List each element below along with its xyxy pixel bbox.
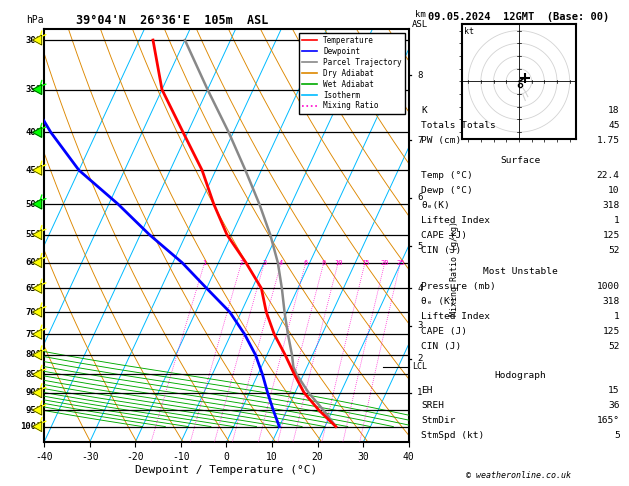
Text: 700: 700	[26, 308, 42, 316]
Text: 450: 450	[26, 166, 42, 175]
Text: StmSpd (kt): StmSpd (kt)	[421, 431, 485, 440]
Text: Mixing Ratio (g/kg): Mixing Ratio (g/kg)	[450, 221, 459, 316]
Text: 125: 125	[603, 327, 620, 336]
Text: 8: 8	[321, 260, 326, 265]
Text: 25: 25	[396, 260, 404, 265]
Text: 550: 550	[26, 230, 42, 239]
Text: 2: 2	[240, 260, 243, 265]
Polygon shape	[33, 388, 42, 398]
Text: 1: 1	[417, 388, 423, 397]
Text: 850: 850	[26, 370, 42, 379]
Text: Temp (°C): Temp (°C)	[421, 171, 473, 180]
Text: 45: 45	[608, 121, 620, 130]
Text: Lifted Index: Lifted Index	[421, 216, 491, 225]
Text: 7: 7	[417, 136, 423, 145]
Text: 600: 600	[26, 258, 42, 267]
Text: θₑ (K): θₑ (K)	[421, 297, 456, 306]
Text: StmDir: StmDir	[421, 416, 456, 425]
Text: hPa: hPa	[26, 15, 43, 25]
Text: 52: 52	[608, 246, 620, 255]
Polygon shape	[33, 35, 42, 45]
Text: Most Unstable: Most Unstable	[483, 267, 558, 276]
Text: 36: 36	[608, 401, 620, 410]
Text: CAPE (J): CAPE (J)	[421, 327, 467, 336]
Text: Totals Totals: Totals Totals	[421, 121, 496, 130]
Text: 52: 52	[608, 342, 620, 351]
Polygon shape	[33, 199, 42, 209]
Text: 650: 650	[26, 284, 42, 293]
Text: 3: 3	[417, 321, 423, 330]
Text: K: K	[421, 106, 427, 115]
Text: 20: 20	[381, 260, 389, 265]
Text: θₑ(K): θₑ(K)	[421, 201, 450, 210]
Polygon shape	[33, 85, 42, 94]
Text: CAPE (J): CAPE (J)	[421, 231, 467, 240]
Text: 8: 8	[417, 71, 423, 80]
Text: 15: 15	[608, 386, 620, 395]
Text: CIN (J): CIN (J)	[421, 342, 462, 351]
Text: 400: 400	[26, 128, 42, 137]
Text: 318: 318	[603, 201, 620, 210]
Text: © weatheronline.co.uk: © weatheronline.co.uk	[467, 471, 571, 480]
Text: 125: 125	[603, 231, 620, 240]
Polygon shape	[33, 369, 42, 380]
Text: km
ASL: km ASL	[412, 10, 428, 29]
Text: 950: 950	[26, 406, 42, 415]
Text: 6: 6	[417, 193, 423, 202]
Text: 4: 4	[279, 260, 283, 265]
Polygon shape	[33, 258, 42, 268]
Text: 318: 318	[603, 297, 620, 306]
Text: Dewp (°C): Dewp (°C)	[421, 186, 473, 195]
Text: SREH: SREH	[421, 401, 445, 410]
Text: Surface: Surface	[501, 156, 540, 165]
Polygon shape	[33, 405, 42, 415]
Text: 1: 1	[203, 260, 207, 265]
Text: 350: 350	[26, 85, 42, 94]
Text: PW (cm): PW (cm)	[421, 136, 462, 145]
Polygon shape	[33, 165, 42, 175]
Polygon shape	[33, 127, 42, 138]
Polygon shape	[33, 422, 42, 432]
Text: 22.4: 22.4	[596, 171, 620, 180]
Text: 1000: 1000	[596, 282, 620, 291]
Text: 3: 3	[262, 260, 267, 265]
Text: 1: 1	[614, 312, 620, 321]
Text: 5: 5	[614, 431, 620, 440]
Text: 10: 10	[608, 186, 620, 195]
Text: Hodograph: Hodograph	[494, 371, 547, 380]
Text: EH: EH	[421, 386, 433, 395]
Text: 300: 300	[26, 35, 42, 45]
Text: 18: 18	[608, 106, 620, 115]
Text: 1.75: 1.75	[596, 136, 620, 145]
Text: 10: 10	[334, 260, 342, 265]
Polygon shape	[33, 230, 42, 240]
Text: 750: 750	[26, 330, 42, 339]
Text: 6: 6	[304, 260, 308, 265]
Polygon shape	[33, 330, 42, 339]
Title: 39°04'N  26°36'E  105m  ASL: 39°04'N 26°36'E 105m ASL	[75, 14, 268, 27]
Text: CIN (J): CIN (J)	[421, 246, 462, 255]
Polygon shape	[33, 350, 42, 360]
Polygon shape	[33, 283, 42, 293]
Text: 165°: 165°	[596, 416, 620, 425]
Text: 2: 2	[417, 354, 423, 364]
Legend: Temperature, Dewpoint, Parcel Trajectory, Dry Adiabat, Wet Adiabat, Isotherm, Mi: Temperature, Dewpoint, Parcel Trajectory…	[299, 33, 405, 114]
Text: 800: 800	[26, 350, 42, 360]
Text: 4: 4	[417, 284, 423, 293]
Text: LCL: LCL	[413, 362, 428, 371]
Text: Pressure (mb): Pressure (mb)	[421, 282, 496, 291]
Text: kt: kt	[464, 27, 474, 36]
Text: 15: 15	[361, 260, 369, 265]
Text: 1: 1	[614, 216, 620, 225]
Text: 900: 900	[26, 388, 42, 397]
Text: 5: 5	[417, 242, 423, 251]
Text: 1000: 1000	[20, 422, 42, 431]
Text: Lifted Index: Lifted Index	[421, 312, 491, 321]
X-axis label: Dewpoint / Temperature (°C): Dewpoint / Temperature (°C)	[135, 465, 318, 475]
Text: 500: 500	[26, 200, 42, 208]
Polygon shape	[33, 307, 42, 317]
Text: 09.05.2024  12GMT  (Base: 00): 09.05.2024 12GMT (Base: 00)	[428, 12, 610, 22]
